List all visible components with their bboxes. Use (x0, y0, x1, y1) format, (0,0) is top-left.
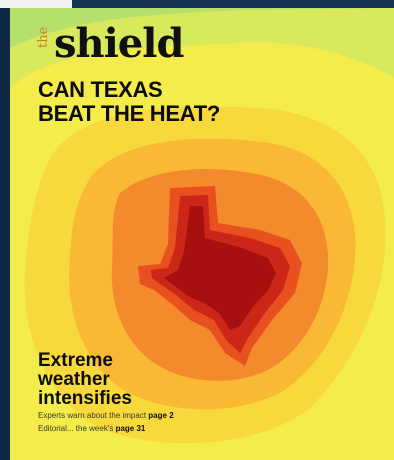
heat-core (164, 206, 276, 330)
story-teaser-2: Editorial... the week's page 31 (38, 423, 258, 434)
cover-headline: CAN TEXAS BEAT THE HEAT? (38, 78, 338, 126)
story-teaser-1: Experts warn about the impact page 2 (38, 410, 258, 421)
story-teaser-1-text: Experts warn about the impact (38, 411, 147, 420)
left-bar (0, 8, 10, 460)
headline-line-1: CAN TEXAS (38, 77, 163, 102)
story-teaser-2-page: page 31 (115, 424, 146, 433)
cover-story: Extreme weather intensifies Experts warn… (38, 351, 258, 434)
story-teaser-1-page: page 2 (148, 411, 174, 420)
story-teaser-2-text: Editorial... the week's (38, 424, 114, 433)
top-strip (0, 0, 394, 8)
heat-map-illustration (10, 8, 394, 460)
story-title-line-2: weather (38, 369, 110, 390)
top-white-tab (0, 0, 72, 8)
story-title-line-1: Extreme (38, 350, 113, 371)
masthead-title: shield (54, 20, 184, 67)
magazine-cover[interactable]: the shield CAN TEXAS BEAT THE HEAT? Extr… (10, 8, 394, 460)
story-title: Extreme weather intensifies (38, 351, 258, 408)
story-title-line-3: intensifies (38, 388, 132, 409)
headline-line-2: BEAT THE HEAT? (38, 101, 220, 126)
